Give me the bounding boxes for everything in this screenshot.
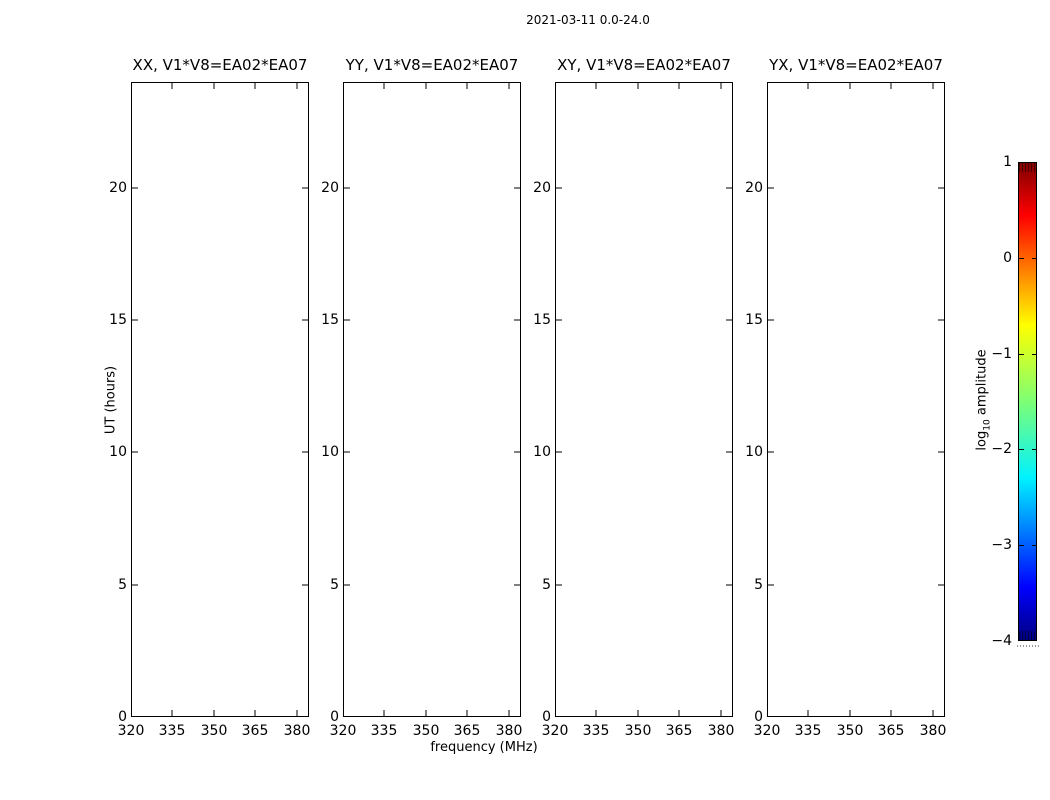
subplot-xy-panel [555, 82, 733, 717]
subplot-yy-panel [343, 82, 521, 717]
subplot-yy-title: YY, V1*V8=EA02*EA07 [345, 56, 519, 74]
x-tick-label: 380 [283, 723, 311, 739]
y-tick-label: 5 [542, 577, 551, 593]
x-tick-label: 335 [582, 723, 610, 739]
x-tick-label: 320 [117, 723, 145, 739]
x-tick-label: 380 [495, 723, 523, 739]
x-tick-label: 380 [707, 723, 735, 739]
x-tick-label: 320 [753, 723, 781, 739]
colorbar-gradient [1018, 162, 1037, 641]
subplot-yx-panel [767, 82, 945, 717]
y-tick-label: 20 [533, 180, 551, 196]
y-tick-label: 5 [118, 577, 127, 593]
x-tick-label: 365 [453, 723, 481, 739]
y-tick-label: 0 [118, 709, 127, 725]
y-tick-label: 20 [109, 180, 127, 196]
colorbar-tick [1019, 449, 1024, 450]
colorbar-top-hatch [1019, 163, 1036, 172]
y-tick-label: 20 [745, 180, 763, 196]
x-tick-label: 365 [241, 723, 269, 739]
subplot-xx-frame-ticks [132, 83, 308, 716]
x-tick-label: 320 [541, 723, 569, 739]
figure-title: 2021-03-11 0.0-24.0 [526, 13, 650, 27]
colorbar-tick [1032, 449, 1037, 450]
colorbar-bottom-dots [1017, 645, 1039, 647]
colorbar-bottom-hatch [1019, 631, 1036, 640]
x-tick-label: 350 [412, 723, 440, 739]
y-tick-label: 15 [533, 312, 551, 328]
colorbar-tick-label: −3 [991, 537, 1012, 553]
x-tick-label: 365 [665, 723, 693, 739]
colorbar-tick [1032, 258, 1037, 259]
y-tick-label: 20 [321, 180, 339, 196]
colorbar-axis-label: log10 amplitude [975, 349, 996, 450]
y-tick-label: 5 [330, 577, 339, 593]
y-tick-label: 15 [321, 312, 339, 328]
colorbar-tick [1019, 354, 1024, 355]
y-tick-label: 5 [754, 577, 763, 593]
subplot-yy-frame-ticks [344, 83, 520, 716]
x-tick-label: 335 [370, 723, 398, 739]
subplot-xx-title: XX, V1*V8=EA02*EA07 [132, 56, 308, 74]
subplot-xy-title: XY, V1*V8=EA02*EA07 [557, 56, 731, 74]
colorbar-tick [1032, 354, 1037, 355]
subplot-xy-frame-ticks [556, 83, 732, 716]
y-tick-label: 10 [321, 444, 339, 460]
x-tick-label: 335 [158, 723, 186, 739]
y-tick-label: 10 [745, 444, 763, 460]
y-tick-label: 15 [109, 312, 127, 328]
colorbar-tick [1032, 545, 1037, 546]
colorbar-label-suffix: amplitude [974, 349, 990, 416]
colorbar-tick-label: −1 [991, 346, 1012, 362]
x-tick-label: 350 [624, 723, 652, 739]
y-tick-label: 10 [109, 444, 127, 460]
subplot-yx-title: YX, V1*V8=EA02*EA07 [769, 56, 943, 74]
x-tick-label: 365 [877, 723, 905, 739]
colorbar-tick-label: 1 [1003, 154, 1012, 170]
subplot-yx-frame-ticks [768, 83, 944, 716]
subplot-xx-panel [131, 82, 309, 717]
y-tick-label: 15 [745, 312, 763, 328]
x-tick-label: 335 [794, 723, 822, 739]
colorbar-tick-label: 0 [1003, 250, 1012, 266]
x-tick-label: 320 [329, 723, 357, 739]
x-tick-label: 380 [919, 723, 947, 739]
y-tick-label: 0 [542, 709, 551, 725]
y-tick-label: 0 [330, 709, 339, 725]
colorbar-tick-label: −4 [991, 633, 1012, 649]
x-tick-label: 350 [200, 723, 228, 739]
y-tick-label: 10 [533, 444, 551, 460]
y-axis-label: UT (hours) [103, 365, 119, 435]
y-tick-label: 0 [754, 709, 763, 725]
colorbar-tick [1019, 545, 1024, 546]
colorbar-label-subscript: 10 [982, 419, 993, 431]
colorbar-label-prefix: log [974, 430, 990, 451]
x-tick-label: 350 [836, 723, 864, 739]
colorbar-tick-label: −2 [991, 441, 1012, 457]
x-axis-label: frequency (MHz) [430, 740, 538, 755]
colorbar-tick [1019, 258, 1024, 259]
